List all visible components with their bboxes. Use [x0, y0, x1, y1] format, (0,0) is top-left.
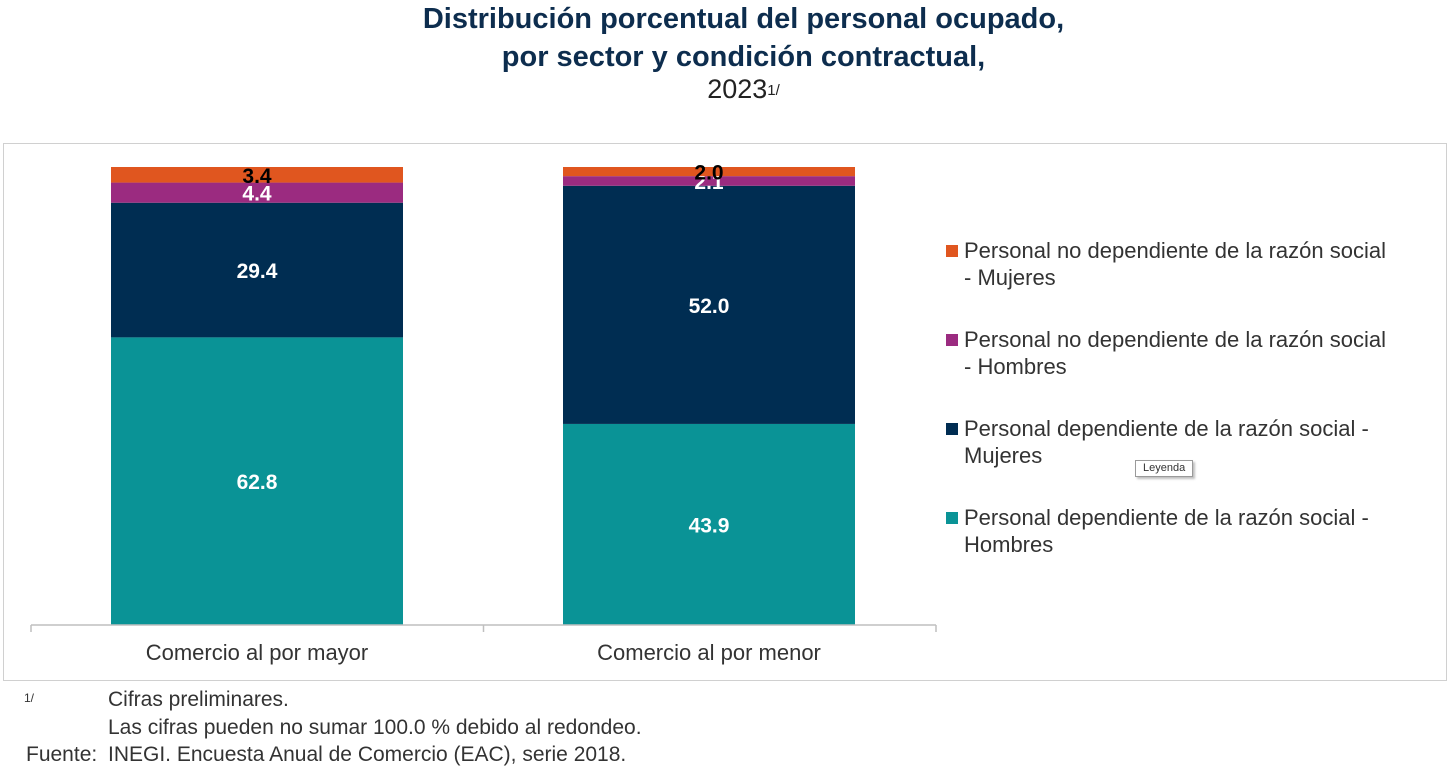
x-tick-label-comercio-al-por-mayor: Comercio al por mayor: [146, 640, 369, 665]
legend-item-2[interactable]: Personal dependiente de la razón social …: [946, 415, 1396, 504]
chart-frame[interactable]: 62.8 29.4 4.4 3.4 43.9 52.0 2.1 2.0 Comercio al …: [3, 143, 1447, 681]
legend-swatch: [946, 512, 958, 524]
legend-item-3[interactable]: Personal dependiente de la razón social …: [946, 504, 1396, 593]
stacked-bar-chart: 62.8 29.4 4.43.4 43.9 52.0 2.12.0 Comercio al …: [30, 162, 937, 665]
legend-tooltip: Leyenda: [1135, 460, 1194, 477]
footnote-line2: Las cifras pueden no sumar 100.0 % debid…: [108, 716, 642, 739]
legend-swatch: [946, 334, 958, 346]
data-label-comercio-al-por-mayor-0: 62.8: [237, 471, 278, 494]
data-label-comercio-al-por-menor-3: 2.0: [694, 162, 723, 185]
year-text: 2023: [707, 74, 768, 104]
bar-segment-comercio-al-por-mayor-2[interactable]: [111, 182, 403, 203]
source-label: Fuente:: [26, 743, 98, 766]
bar-segment-comercio-al-por-menor-3[interactable]: [563, 167, 855, 177]
footnote-mark: 1/: [24, 691, 35, 705]
legend-swatch: [946, 423, 958, 435]
bar-segment-comercio-al-por-mayor-3[interactable]: [111, 167, 403, 183]
chart-year: 20231/: [0, 72, 1453, 106]
chart-title-line1: Distribución porcentual del personal ocu…: [422, 3, 1065, 35]
x-tick-label-comercio-al-por-menor: Comercio al por menor: [597, 640, 821, 665]
chart-legend[interactable]: Personal no dependiente de la razón soci…: [946, 237, 1396, 593]
data-label-comercio-al-por-mayor-1: 29.4: [237, 260, 278, 283]
legend-item-0[interactable]: Personal no dependiente de la razón soci…: [946, 237, 1396, 326]
legend-label: Personal no dependiente de la razón soci…: [964, 327, 1386, 379]
legend-item-1[interactable]: Personal no dependiente de la razón soci…: [946, 326, 1396, 415]
legend-label: Personal dependiente de la razón social …: [964, 505, 1369, 557]
bar-segment-comercio-al-por-menor-2[interactable]: [563, 176, 855, 186]
bar-segment-comercio-al-por-mayor-1[interactable]: [111, 202, 403, 338]
bar-segment-comercio-al-por-menor-1[interactable]: [563, 185, 855, 424]
legend-label: Personal dependiente de la razón social …: [964, 416, 1369, 468]
data-label-comercio-al-por-menor-0: 43.9: [689, 514, 730, 537]
source-text: INEGI. Encuesta Anual de Comercio (EAC),…: [108, 743, 627, 766]
data-label-comercio-al-por-mayor-2: 4.4: [242, 183, 272, 206]
bar-segment-comercio-al-por-menor-0[interactable]: [563, 423, 855, 625]
data-label-comercio-al-por-menor-2: 2.1: [694, 171, 724, 194]
footnote-line1: Cifras preliminares.: [108, 688, 289, 711]
chart-title-line2: por sector y condición contractual,: [501, 41, 986, 73]
year-note-mark: 1/: [767, 82, 780, 99]
legend-label: Personal no dependiente de la razón soci…: [964, 238, 1386, 290]
data-label-comercio-al-por-mayor-3: 3.4: [242, 165, 272, 188]
bar-segment-comercio-al-por-mayor-0[interactable]: [111, 337, 403, 625]
legend-swatch: [946, 245, 958, 257]
data-label-comercio-al-por-menor-1: 52.0: [689, 295, 730, 318]
